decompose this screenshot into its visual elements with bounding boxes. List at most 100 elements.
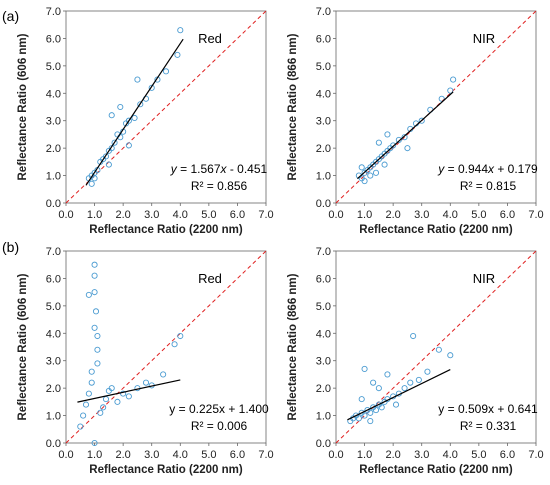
panel-label: (b) (2, 239, 19, 255)
x-tick-label: 7.0 (258, 209, 273, 221)
r-squared: R² = 0.856 (191, 179, 248, 193)
data-point (82, 401, 90, 408)
r-squared: R² = 0.331 (460, 419, 517, 433)
regression-line (357, 91, 454, 180)
data-point (94, 346, 101, 353)
x-tick-label: 4.0 (173, 449, 188, 461)
equation-part: y = 0.225x + 1.400 (169, 402, 269, 416)
x-tick-label: 0.0 (328, 449, 343, 461)
x-tick-label: 1.0 (357, 209, 372, 221)
data-point (372, 407, 380, 414)
x-tick-label: 0.0 (328, 209, 343, 221)
x-tick-label: 4.0 (443, 449, 458, 461)
data-point (435, 346, 442, 353)
data-point (102, 153, 110, 160)
y-tick-label: 7.0 (46, 246, 61, 258)
data-point (361, 365, 368, 372)
data-point (361, 412, 368, 419)
data-point (105, 161, 112, 168)
data-point (367, 172, 374, 179)
data-point (160, 371, 167, 378)
panel-title: NIR (473, 271, 495, 286)
panel-title: NIR (473, 31, 495, 46)
x-tick-label: 0.0 (58, 449, 73, 461)
data-point (415, 376, 422, 383)
y-tick-label: 2.0 (316, 143, 331, 155)
y-tick-label: 1.0 (46, 171, 61, 183)
data-point (375, 139, 382, 146)
x-tick-label: 2.0 (115, 209, 130, 221)
y-tick-label: 6.0 (46, 273, 61, 285)
y-tick-label: 6.0 (316, 33, 331, 45)
y-tick-label: 0.0 (316, 198, 331, 210)
panel-label: (a) (2, 8, 19, 24)
x-axis-label: Reflectance Ratio (2200 nm) (89, 224, 243, 236)
x-tick-label: 2.0 (385, 209, 400, 221)
x-axis-label: Reflectance Ratio (2200 nm) (359, 464, 513, 476)
y-tick-label: 4.0 (316, 88, 331, 100)
equation-part: y (170, 162, 178, 176)
data-point (372, 169, 380, 176)
data-point (358, 164, 365, 171)
data-point (370, 379, 377, 386)
data-point (355, 415, 362, 422)
chart-a-red: 0.0 1.0 2.0 3.0 4.0 5.0 6.0 7.0 0.0 1.0 2.0 3.0 4.0 5… (17, 6, 274, 236)
data-point (97, 409, 104, 416)
y-axis-label: Reflectance Ratio (606 nm) (17, 273, 29, 420)
data-point (384, 131, 391, 138)
data-point (171, 341, 178, 348)
regression-line (85, 38, 184, 186)
panel-title: Red (198, 31, 222, 46)
equation-part: = 0.944 (444, 162, 488, 176)
data-point (117, 103, 124, 111)
data-point (410, 332, 417, 340)
data-point (125, 117, 132, 124)
equation-part: y = 0.509x + 0.641 (438, 402, 538, 416)
data-point (80, 412, 87, 419)
fit-equation: y = 0.509x + 0.641 (438, 402, 538, 416)
x-tick-label: 1.0 (87, 209, 102, 221)
data-point (358, 396, 365, 403)
y-tick-label: 2.0 (46, 383, 61, 395)
plot-frame (65, 10, 267, 204)
panel-title: Red (198, 271, 222, 286)
equation-part: x (487, 162, 495, 176)
data-point (91, 439, 98, 447)
data-point (361, 178, 368, 185)
data-point (91, 324, 98, 331)
equation-part: - 0.451 (227, 162, 268, 176)
data-point (177, 27, 184, 34)
data-point (174, 51, 181, 58)
y-tick-label: 4.0 (46, 328, 61, 340)
data-point (162, 68, 170, 75)
y-axis-label: Reflectance Ratio (606 nm) (17, 33, 29, 180)
data-point (108, 112, 115, 119)
chart-b-nir: 0.0 1.0 2.0 3.0 4.0 5.0 6.0 7.0 0.0 1.0 2.0 3.0 4.0 5… (287, 246, 544, 476)
y-tick-label: 4.0 (316, 328, 331, 340)
data-point (91, 261, 98, 268)
x-tick-label: 3.0 (144, 449, 159, 461)
data-point (367, 409, 374, 416)
chart-a-nir: 0.0 1.0 2.0 3.0 4.0 5.0 6.0 7.0 0.0 1.0 2.0 3.0 4.0 5… (287, 6, 544, 236)
x-tick-label: 5.0 (471, 449, 486, 461)
y-axis-label: Reflectance Ratio (866 nm) (287, 33, 299, 180)
data-point (148, 84, 155, 91)
data-point (91, 272, 98, 279)
data-point (100, 404, 107, 411)
one-to-one-line (65, 250, 267, 444)
data-point (401, 134, 408, 141)
data-point (438, 95, 445, 102)
x-tick-label: 1.0 (357, 449, 372, 461)
data-point (91, 289, 98, 296)
x-tick-label: 1.0 (87, 449, 102, 461)
data-point (120, 390, 127, 397)
data-point (125, 142, 132, 149)
data-point (390, 142, 397, 149)
y-tick-label: 5.0 (46, 61, 61, 73)
data-point (367, 418, 374, 425)
data-point (381, 161, 388, 168)
data-point (447, 352, 454, 359)
one-to-one-line (335, 250, 537, 444)
y-tick-label: 0.0 (316, 438, 331, 450)
